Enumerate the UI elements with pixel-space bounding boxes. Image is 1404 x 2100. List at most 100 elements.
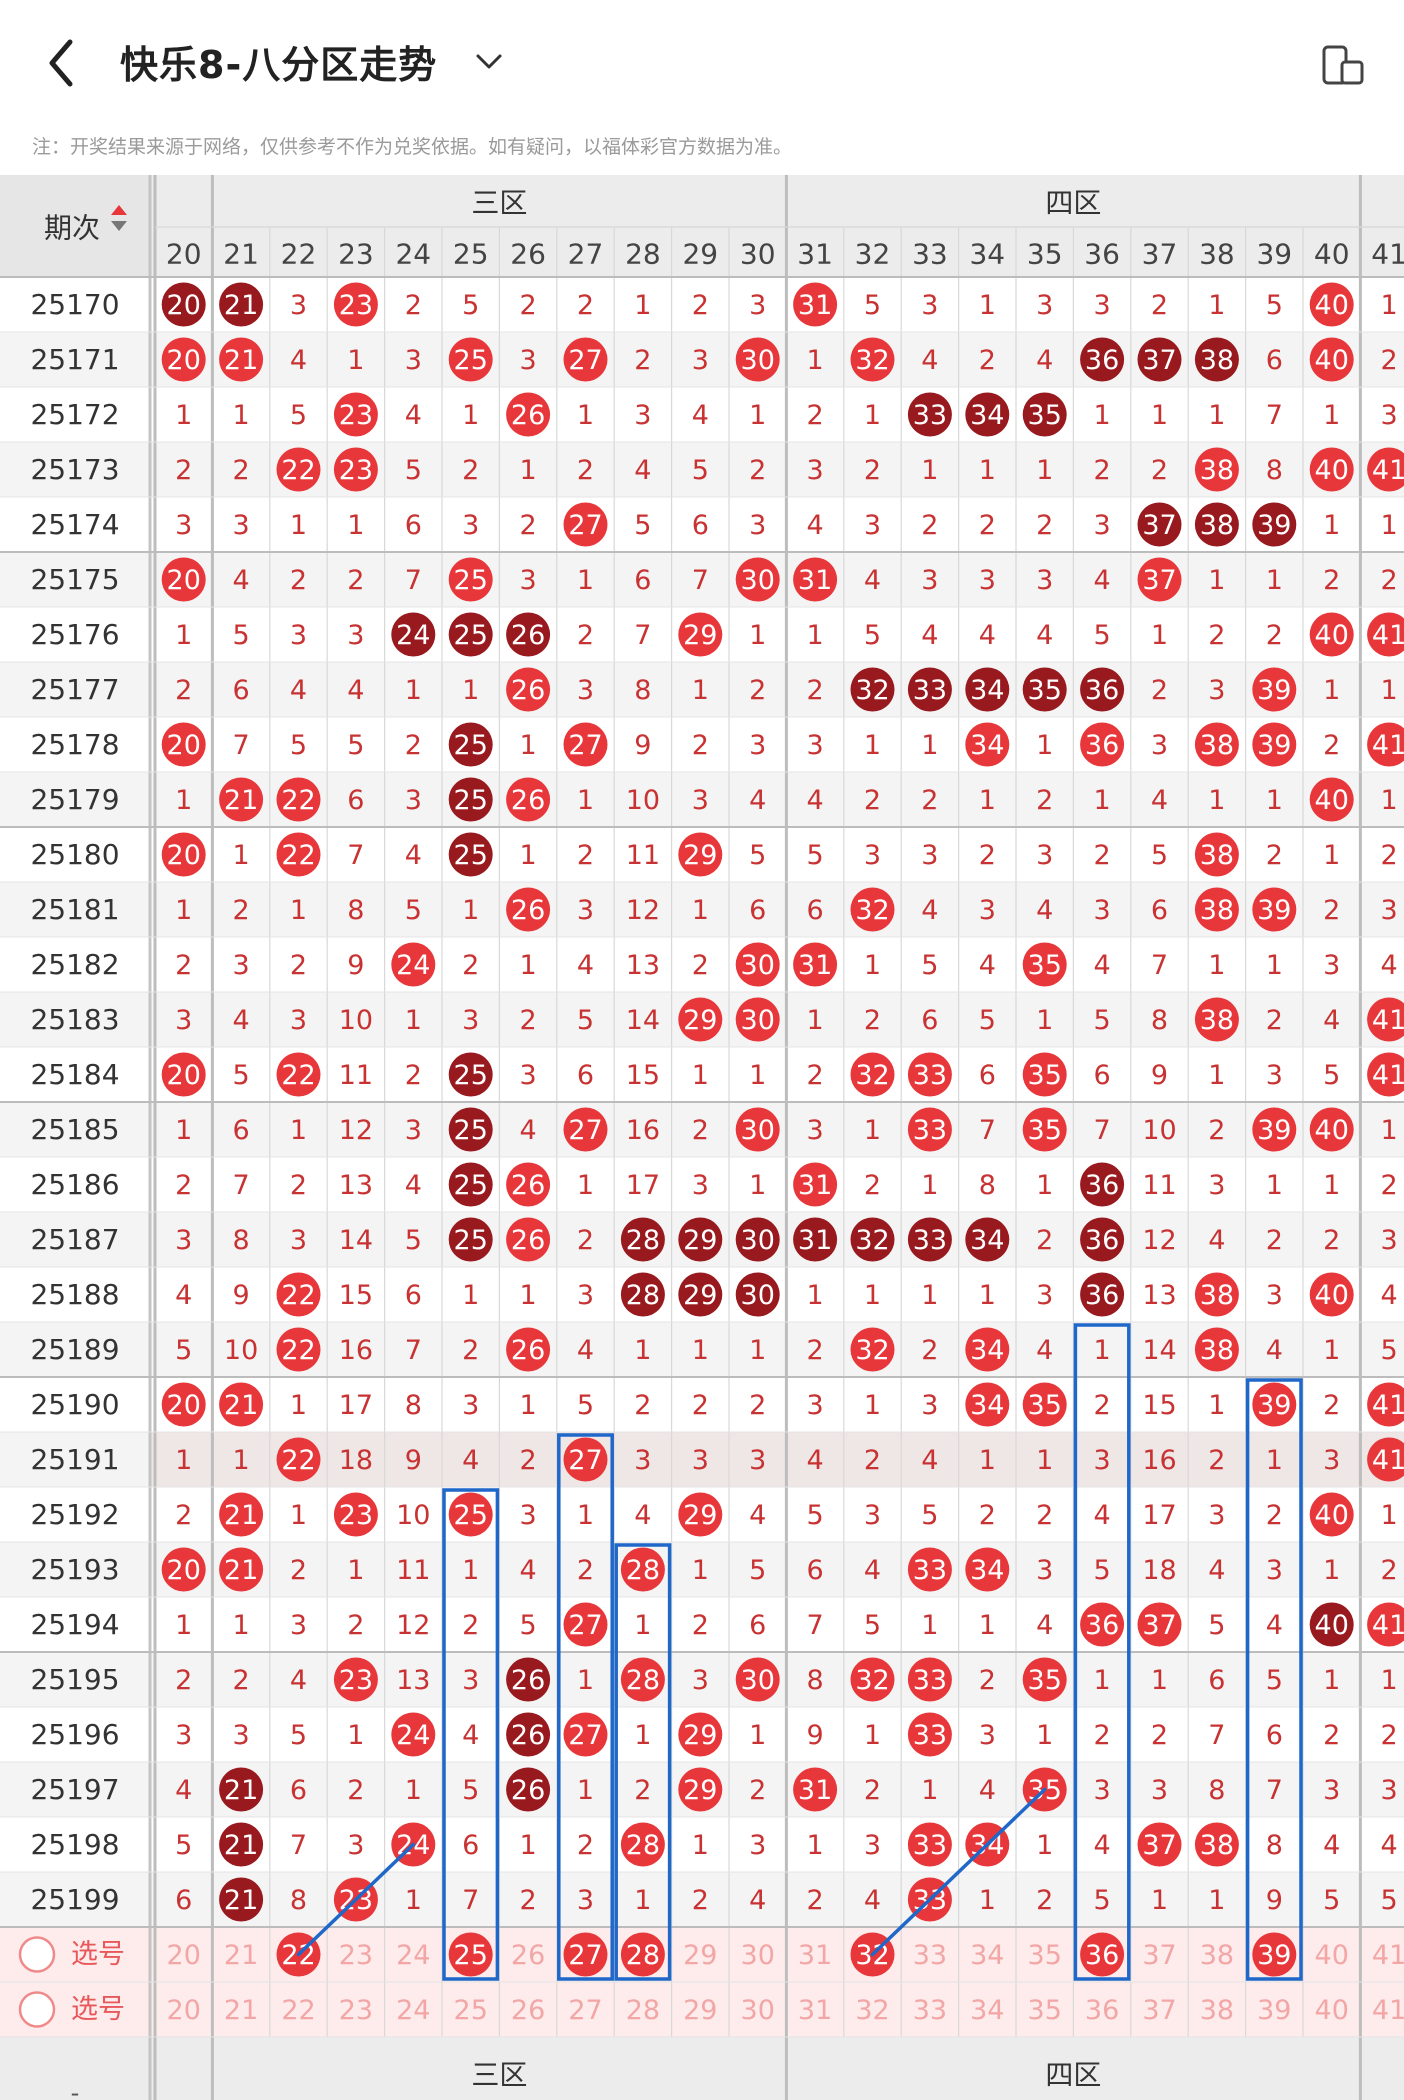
device-icon[interactable]: [1320, 44, 1366, 86]
hit-number: 33: [913, 1115, 947, 1146]
selected-ball[interactable]: [1080, 1932, 1125, 1977]
select-number[interactable]: 33: [913, 1995, 947, 2026]
column-number: 25: [453, 238, 489, 271]
select-number[interactable]: 30: [741, 1995, 775, 2026]
select-number[interactable]: 25: [454, 1995, 488, 2026]
select-number[interactable]: 34: [970, 1995, 1004, 2026]
selected-ball[interactable]: [563, 1932, 608, 1977]
miss-count: 1: [864, 1720, 881, 1751]
select-number[interactable]: 37: [1142, 1940, 1176, 1971]
select-number[interactable]: 22: [281, 1995, 315, 2026]
miss-count: 6: [921, 1005, 938, 1036]
selected-number[interactable]: 36: [1085, 1940, 1119, 1971]
hit-number: 25: [454, 565, 488, 596]
selected-number[interactable]: 27: [568, 1940, 602, 1971]
select-radio[interactable]: [18, 1991, 56, 2028]
miss-count: 3: [979, 895, 996, 926]
miss-count: 6: [634, 565, 651, 596]
select-number[interactable]: 40: [1315, 1995, 1349, 2026]
select-number[interactable]: 24: [396, 1940, 430, 1971]
hit-ball: [620, 1272, 665, 1317]
select-number[interactable]: 39: [1257, 1995, 1291, 2026]
hit-ball: [1022, 1052, 1067, 1097]
miss-count: 4: [864, 565, 881, 596]
miss-count: 4: [1036, 345, 1053, 376]
select-number[interactable]: 28: [626, 1995, 660, 2026]
select-number[interactable]: 30: [741, 1940, 775, 1971]
selected-ball[interactable]: [1252, 1932, 1297, 1977]
hit-number: 30: [741, 565, 775, 596]
select-number[interactable]: 38: [1200, 1940, 1234, 1971]
miss-count: 4: [864, 1555, 881, 1586]
miss-count: 2: [1266, 1225, 1283, 1256]
hit-number: 41: [1372, 620, 1404, 651]
select-number[interactable]: 23: [339, 1940, 373, 1971]
select-number[interactable]: 40: [1315, 1940, 1349, 1971]
miss-count: 1: [749, 1170, 766, 1201]
select-number[interactable]: 24: [396, 1995, 430, 2026]
miss-count: 3: [921, 840, 938, 871]
column-number: 40: [1314, 238, 1350, 271]
select-number[interactable]: 35: [1028, 1940, 1062, 1971]
select-number[interactable]: 32: [855, 1995, 889, 2026]
select-number[interactable]: 20: [167, 1995, 201, 2026]
hit-number: 21: [224, 1775, 258, 1806]
miss-count: 10: [396, 1500, 430, 1531]
miss-count: 4: [290, 345, 307, 376]
selected-ball[interactable]: [620, 1932, 665, 1977]
select-number[interactable]: 33: [913, 1940, 947, 1971]
select-radio[interactable]: [18, 1936, 56, 1973]
hit-number: 34: [970, 730, 1004, 761]
select-number[interactable]: 41: [1372, 1940, 1404, 1971]
miss-count: 4: [979, 1775, 996, 1806]
select-number[interactable]: 21: [224, 1995, 258, 2026]
select-number[interactable]: 21: [224, 1940, 258, 1971]
select-number[interactable]: 29: [683, 1995, 717, 2026]
miss-count: 1: [1208, 290, 1225, 321]
hit-number: 21: [224, 785, 258, 816]
selected-ball[interactable]: [448, 1932, 493, 1977]
select-number[interactable]: 23: [339, 1995, 373, 2026]
miss-count: 1: [807, 1280, 824, 1311]
select-number[interactable]: 31: [798, 1940, 832, 1971]
select-label[interactable]: 选号: [71, 1994, 125, 2025]
select-label[interactable]: 选号: [71, 1939, 125, 1970]
select-number[interactable]: 27: [568, 1995, 602, 2026]
miss-count: 1: [864, 950, 881, 981]
page-title[interactable]: 快乐8-八分区走势: [120, 43, 438, 87]
chevron-down-icon[interactable]: [472, 44, 506, 78]
select-number[interactable]: 38: [1200, 1995, 1234, 2026]
selected-number[interactable]: 28: [626, 1940, 660, 1971]
miss-count: 2: [462, 455, 479, 486]
select-number[interactable]: 41: [1372, 1995, 1404, 2026]
hit-ball: [448, 777, 493, 822]
miss-count: 1: [577, 1775, 594, 1806]
selected-number[interactable]: 25: [454, 1940, 488, 1971]
miss-count: 2: [520, 290, 537, 321]
miss-count: 2: [1151, 675, 1168, 706]
selected-number[interactable]: 39: [1257, 1940, 1291, 1971]
period-header[interactable]: 期次: [44, 212, 100, 245]
miss-count: 1: [1323, 1335, 1340, 1366]
select-number[interactable]: 37: [1142, 1995, 1176, 2026]
select-number[interactable]: 31: [798, 1995, 832, 2026]
back-arrow-icon[interactable]: [38, 30, 86, 96]
select-number[interactable]: 35: [1028, 1995, 1062, 2026]
miss-count: 1: [1036, 455, 1053, 486]
hit-ball: [391, 612, 436, 657]
sort-arrow-icon[interactable]: [111, 205, 127, 215]
select-number[interactable]: 34: [970, 1940, 1004, 1971]
period-label: 25172: [30, 398, 119, 431]
select-number[interactable]: 29: [683, 1940, 717, 1971]
hit-ball: [219, 1492, 264, 1537]
select-number[interactable]: 36: [1085, 1995, 1119, 2026]
sort-arrow-icon[interactable]: [111, 221, 127, 231]
miss-count: 2: [692, 1885, 709, 1916]
select-number[interactable]: 26: [511, 1940, 545, 1971]
miss-count: 11: [396, 1555, 430, 1586]
miss-count: 2: [347, 565, 364, 596]
select-number[interactable]: 26: [511, 1995, 545, 2026]
hit-number: 38: [1200, 1830, 1234, 1861]
select-number[interactable]: 20: [167, 1940, 201, 1971]
miss-count: 4: [462, 1720, 479, 1751]
